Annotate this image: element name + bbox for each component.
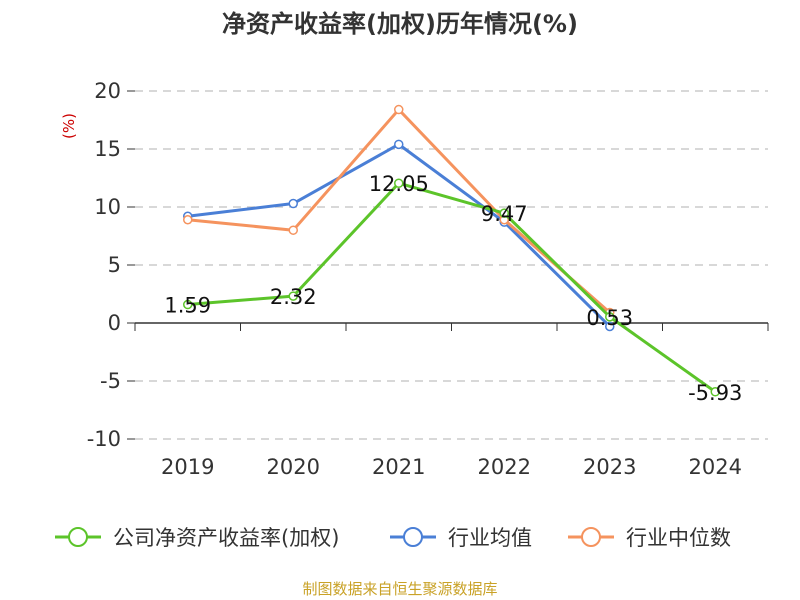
legend-label: 公司净资产收益率(加权) (113, 526, 339, 550)
grid-lines (127, 90, 768, 440)
y-tick-label: 20 (94, 79, 121, 103)
legend: 公司净资产收益率(加权) 行业均值 行业中位数 (55, 526, 731, 550)
legend-marker (581, 527, 601, 547)
x-tick-labels: 2019 2020 2021 2022 2023 2024 (161, 455, 742, 479)
data-labels: 1.59 2.32 12.05 9.47 0.53 -5.93 (164, 172, 742, 405)
x-tick-label: 2024 (689, 455, 742, 479)
data-point (183, 215, 193, 225)
data-point (710, 387, 720, 397)
y-axis-label: (%) (60, 113, 78, 139)
x-tick-label: 2019 (161, 455, 214, 479)
legend-marker (403, 527, 423, 547)
series-line (187, 181, 717, 394)
y-tick-label: 15 (94, 137, 121, 161)
legend-marker (68, 527, 88, 547)
data-point (605, 321, 615, 332)
data-label: 12.05 (369, 172, 429, 196)
y-tick-labels: 20 15 10 5 0 -5 -10 (87, 79, 121, 451)
data-point (288, 291, 298, 301)
data-label: 0.53 (586, 306, 633, 330)
y-tick-label: -5 (100, 369, 121, 393)
data-point (394, 139, 404, 150)
y-tick-label: 0 (108, 311, 121, 335)
data-label: 9.47 (481, 202, 528, 226)
x-tick-label: 2023 (583, 455, 636, 479)
source-note: 制图数据来自恒生聚源数据库 (302, 580, 497, 598)
series-lines (183, 104, 720, 397)
y-tick-label: 5 (108, 253, 121, 277)
y-tick-label: 10 (94, 195, 121, 219)
data-point (499, 208, 509, 218)
data-point (288, 225, 298, 235)
chart-title: 净资产收益率(加权)历年情况(%) (222, 10, 578, 38)
data-point (394, 104, 404, 115)
data-label: 1.59 (164, 294, 211, 318)
legend-label: 行业中位数 (626, 526, 731, 550)
data-label: -5.93 (688, 381, 742, 405)
x-tick-label: 2022 (478, 455, 531, 479)
data-point (183, 299, 193, 310)
x-tick-label: 2020 (267, 455, 320, 479)
data-point (288, 198, 298, 209)
data-point (605, 312, 615, 322)
x-tick-label: 2021 (372, 455, 425, 479)
legend-label: 行业均值 (448, 526, 532, 550)
data-point (394, 178, 404, 188)
x-axis (134, 322, 769, 331)
data-label: 2.32 (270, 285, 317, 309)
y-tick-label: -10 (87, 427, 121, 451)
